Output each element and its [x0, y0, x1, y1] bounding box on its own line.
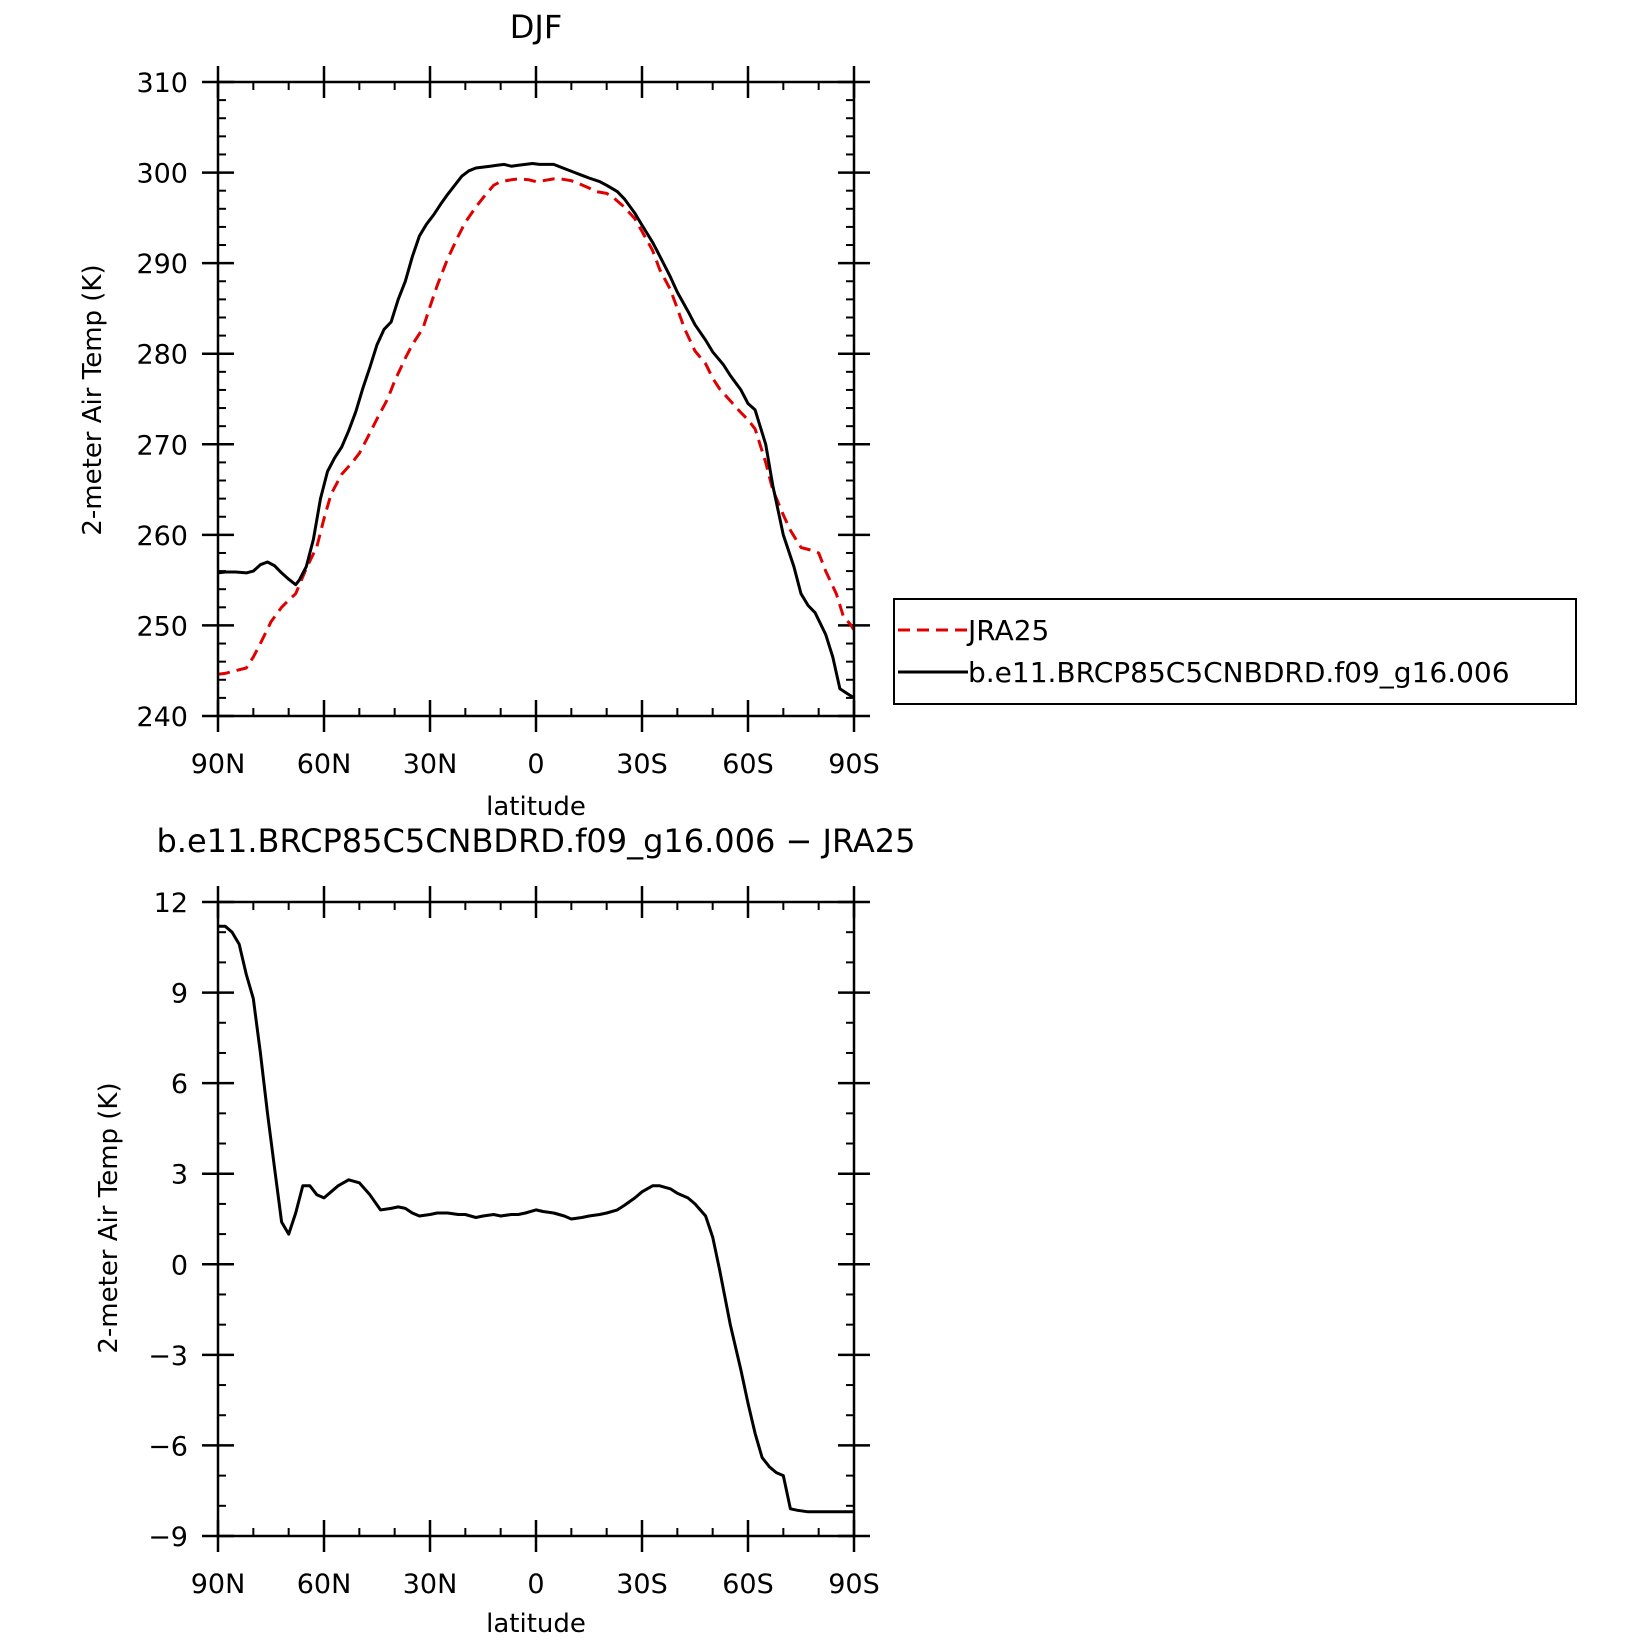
top-x-tick-label: 60N: [297, 749, 352, 780]
top-y-tick-label: 240: [136, 702, 188, 733]
bottom-y-tick-label: 6: [171, 1069, 188, 1100]
bottom-chart-xlabel: latitude: [486, 1609, 586, 1639]
bottom-y-tick-label: −9: [148, 1522, 188, 1553]
top-plot-frame: [216, 80, 856, 718]
legend-box: [893, 598, 1577, 705]
top-chart-title: DJF: [510, 8, 562, 46]
bottom-x-tick-label: 30N: [403, 1569, 458, 1600]
top-x-tick-label: 0: [527, 749, 544, 780]
bottom-x-tick-label: 60N: [297, 1569, 352, 1600]
top-y-tick-label: 300: [136, 159, 188, 190]
top-x-tick-label: 30S: [616, 749, 668, 780]
top-chart-ylabel: 2-meter Air Temp (K): [78, 264, 108, 535]
top-x-tick-label: 30N: [403, 749, 458, 780]
top-chart-series: [217, 162, 856, 700]
top-y-tick-label: 280: [136, 340, 188, 371]
bottom-y-tick-label: −6: [148, 1431, 188, 1462]
top-x-tick-label: 90N: [191, 749, 246, 780]
bottom-y-tick-label: 9: [171, 979, 188, 1010]
bottom-chart-ticks: 90N 60N 30N 0 30S 60S 90S −9 −6 −3 0 3 6 9 12: [148, 886, 880, 1600]
top-series-line-jra25: [217, 177, 856, 676]
bottom-x-tick-label: 90S: [828, 1569, 880, 1600]
top-chart-ticks: 90N 60N 30N 0 30S 60S 90S 240 250 260 270 280 290 300…: [136, 66, 880, 780]
legend-label-model: b.e11.BRCP85C5CNBDRD.f09_g16.006: [968, 656, 1510, 689]
bottom-chart-title: b.e11.BRCP85C5CNBDRD.f09_g16.006 − JRA25: [156, 822, 915, 860]
top-y-tick-label: 270: [136, 430, 188, 461]
bottom-plot-frame: [216, 900, 856, 1538]
top-y-tick-label: 290: [136, 249, 188, 280]
top-x-tick-label: 90S: [828, 749, 880, 780]
bottom-y-tick-label: 0: [171, 1250, 188, 1281]
top-y-tick-label: 260: [136, 521, 188, 552]
bottom-y-tick-label: 12: [154, 888, 188, 919]
bottom-chart-ylabel: 2-meter Air Temp (K): [94, 1082, 124, 1353]
legend-label-jra25: JRA25: [966, 614, 1049, 647]
legend: JRA25 b.e11.BRCP85C5CNBDRD.f09_g16.006: [893, 598, 1577, 705]
bottom-y-tick-label: 3: [171, 1160, 188, 1191]
bottom-x-tick-label: 90N: [191, 1569, 246, 1600]
top-x-tick-label: 60S: [722, 749, 774, 780]
top-series-line-b-e11-brcp85c5cnbdrd-f09-g16-006: [217, 162, 855, 700]
bottom-x-tick-label: 60S: [722, 1569, 774, 1600]
bottom-chart-panel: b.e11.BRCP85C5CNBDRD.f09_g16.006 − JRA25…: [94, 822, 916, 1639]
bottom-y-tick-label: −3: [148, 1341, 188, 1372]
top-chart-panel: DJF 2-meter Air Temp (K) latitude 90N 60N…: [78, 8, 880, 822]
top-chart-xlabel: latitude: [486, 792, 586, 822]
bottom-x-tick-label: 0: [527, 1569, 544, 1600]
bottom-series-line-difference: [218, 924, 854, 1514]
top-y-tick-label: 310: [136, 68, 188, 99]
top-y-tick-label: 250: [136, 611, 188, 642]
bottom-x-tick-label: 30S: [616, 1569, 668, 1600]
bottom-chart-series: [218, 924, 854, 1514]
